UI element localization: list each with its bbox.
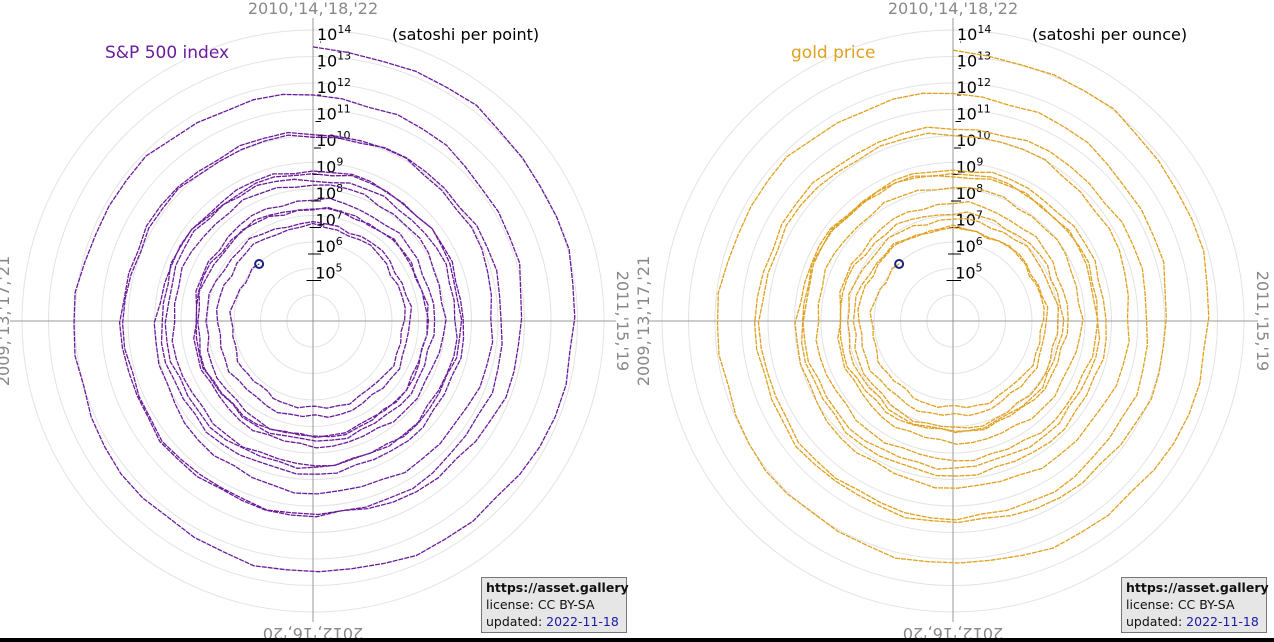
- year-label-bottom: 2012,'16,'20: [263, 624, 363, 642]
- credit-updated-date: 2022-11-18: [1186, 614, 1259, 629]
- unit-label: (satoshi per ounce): [1032, 25, 1187, 44]
- credit-site[interactable]: https://asset.gallery: [1126, 580, 1269, 595]
- year-label-left: 2009,'13,'17,'21: [0, 256, 13, 386]
- radial-tick-label: 1012: [317, 76, 351, 97]
- radial-tick-label: 109: [956, 156, 983, 177]
- year-label-bottom: 2012,'16,'20: [903, 624, 1003, 642]
- radial-tick-label: 1014: [317, 23, 351, 44]
- credit-updated-date: 2022-11-18: [546, 614, 619, 629]
- credit-license: license: CC BY-SA: [486, 597, 595, 612]
- series-line: [716, 49, 1210, 564]
- year-label-right: 2011,'15,'19: [613, 271, 632, 371]
- chart-title: S&P 500 index: [105, 43, 229, 63]
- radial-tick-label: 106: [955, 235, 982, 256]
- year-label-top: 2010,'14,'18,'22: [888, 0, 1018, 18]
- radial-tick-label: 1014: [957, 23, 991, 44]
- radial-tick-label: 1011: [316, 103, 350, 124]
- bottom-rule: [0, 638, 1274, 642]
- year-label-right: 2011,'15,'19: [1253, 271, 1272, 371]
- year-label-left: 2009,'13,'17,'21: [634, 256, 653, 386]
- unit-label: (satoshi per point): [392, 25, 539, 44]
- radial-tick-label: 106: [315, 235, 342, 256]
- radial-tick-label: 108: [956, 182, 983, 203]
- radial-tick-label: 1010: [316, 129, 350, 150]
- radial-tick-label: 105: [315, 262, 342, 283]
- series-line: [73, 46, 576, 573]
- credit-updated-label: updated:: [486, 614, 547, 629]
- radial-tick-label: 1012: [957, 76, 991, 97]
- latest-point-marker: [894, 259, 905, 270]
- radial-tick-label: 105: [955, 262, 982, 283]
- year-label-top: 2010,'14,'18,'22: [248, 0, 378, 18]
- credit-updated-label: updated:: [1126, 614, 1187, 629]
- credit-license: license: CC BY-SA: [1126, 597, 1235, 612]
- radial-tick-label: 1013: [957, 50, 991, 71]
- credit-site[interactable]: https://asset.gallery: [486, 580, 629, 595]
- radial-tick-label: 1011: [956, 103, 990, 124]
- chart-title: gold price: [791, 43, 875, 63]
- credit-box: https://asset.gallery license: CC BY-SA …: [481, 577, 629, 633]
- credit-box: https://asset.gallery license: CC BY-SA …: [1121, 577, 1269, 633]
- latest-point-marker: [254, 259, 265, 270]
